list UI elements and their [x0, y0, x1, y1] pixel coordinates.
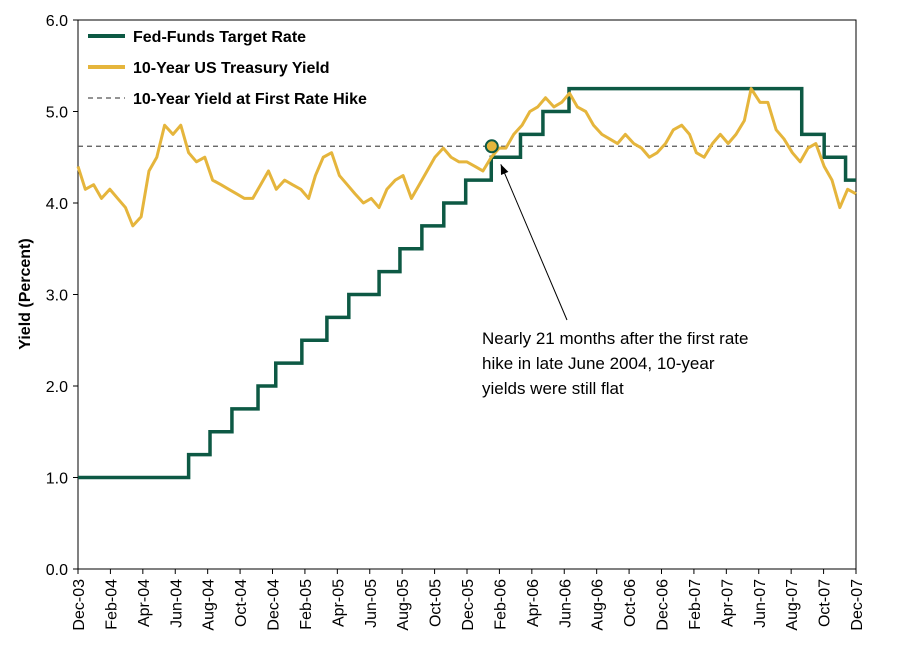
x-tick-label: Apr-04: [136, 579, 153, 627]
annotation-line-1: Nearly 21 months after the first rate: [482, 329, 748, 348]
annotation-arrow: [500, 164, 568, 321]
x-tick-label: Aug-07: [784, 579, 801, 631]
x-axis-ticks: Dec-03 Feb-04 Apr-04 Jun-04 Aug-04 Oct-04 Dec-…: [71, 569, 866, 631]
x-tick-label: Dec-06: [655, 579, 672, 631]
x-tick-label: Jun-07: [752, 579, 769, 628]
y-tick-label: 4.0: [46, 196, 68, 213]
series-group: [76, 86, 857, 480]
x-tick-label: Dec-04: [266, 579, 283, 631]
x-tick-label: Feb-06: [492, 579, 509, 630]
x-tick-label: Jun-05: [363, 579, 380, 628]
x-tick-label: Jun-04: [168, 579, 185, 628]
annotation: Nearly 21 months after the first rate hi…: [482, 164, 748, 398]
x-tick-label: Feb-04: [103, 579, 120, 630]
legend: Fed-Funds Target Rate 10-Year US Treasur…: [88, 29, 367, 108]
y-tick-label: 5.0: [46, 105, 68, 122]
x-tick-label: Jun-06: [557, 579, 574, 628]
series-line-treasury: [76, 87, 857, 228]
legend-label-fed-funds: Fed-Funds Target Rate: [133, 29, 306, 46]
annotation-line-2: hike in late June 2004, 10-year: [482, 354, 715, 373]
x-tick-label: Aug-05: [395, 579, 412, 631]
x-tick-label: Feb-07: [687, 579, 704, 630]
y-axis-ticks: 0.0 1.0 2.0 3.0 4.0 5.0 6.0: [46, 13, 78, 579]
legend-label-treasury: 10-Year US Treasury Yield: [133, 60, 330, 77]
plot-area: [77, 19, 857, 570]
y-tick-label: 6.0: [46, 13, 68, 30]
x-tick-label: Dec-07: [849, 579, 866, 631]
x-tick-label: Dec-05: [460, 579, 477, 631]
marker-group: [484, 139, 499, 154]
y-axis-title: Yield (Percent): [17, 238, 34, 349]
x-tick-label: Aug-04: [201, 579, 218, 631]
y-tick-label: 1.0: [46, 471, 68, 488]
series-line-fed-funds: [78, 86, 856, 480]
x-tick-label: Oct-05: [428, 579, 445, 627]
x-tick-label: Feb-05: [298, 579, 315, 630]
x-tick-label: Aug-06: [590, 579, 607, 631]
x-tick-label: Apr-05: [330, 579, 347, 627]
y-tick-label: 0.0: [46, 562, 68, 579]
y-tick-label: 3.0: [46, 288, 68, 305]
x-tick-label: Oct-04: [233, 579, 250, 627]
x-tick-label: Apr-07: [719, 579, 736, 627]
x-tick-label: Dec-03: [71, 579, 88, 631]
x-tick-label: Oct-06: [622, 579, 639, 627]
x-tick-label: Oct-07: [817, 579, 834, 627]
x-tick-label: Apr-06: [525, 579, 542, 627]
first-hike-marker: [484, 139, 499, 154]
legend-label-reference: 10-Year Yield at First Rate Hike: [133, 91, 367, 108]
annotation-arrowhead: [500, 164, 509, 176]
y-tick-label: 2.0: [46, 379, 68, 396]
annotation-line-3: yields were still flat: [482, 379, 624, 398]
